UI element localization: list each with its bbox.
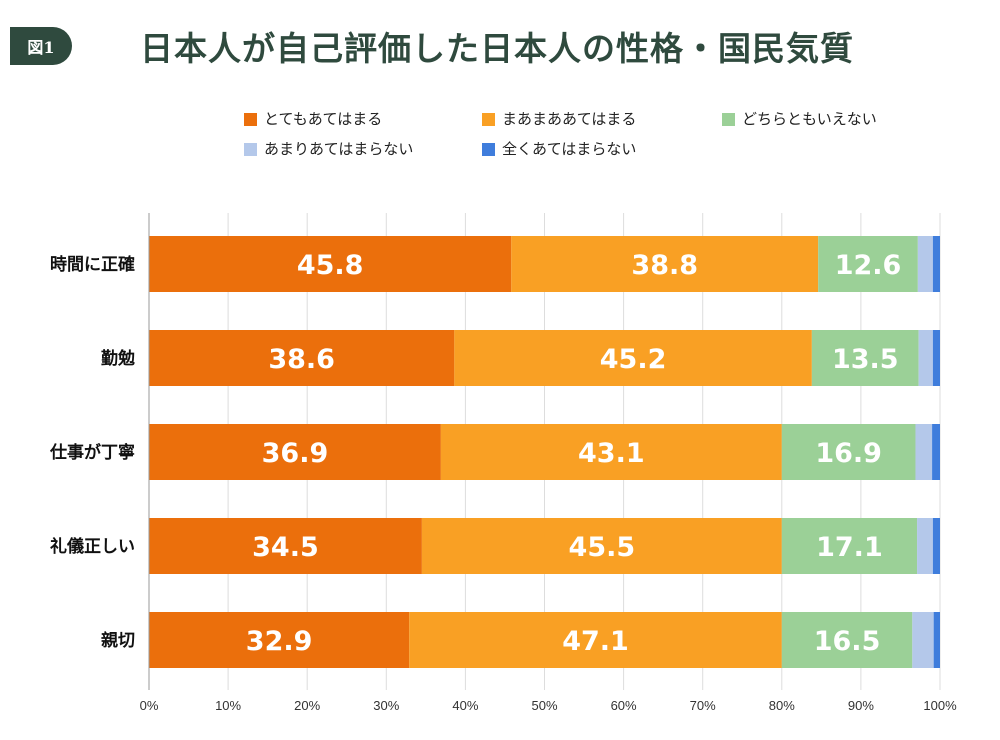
x-tick-label: 80% bbox=[769, 698, 795, 713]
figure-badge: 図1 bbox=[10, 27, 72, 65]
legend-label: とてもあてはまる bbox=[264, 110, 382, 128]
x-tick-label: 50% bbox=[531, 698, 557, 713]
bar-segment bbox=[409, 612, 782, 668]
category-label: 仕事が丁寧 bbox=[49, 442, 135, 463]
x-tick-label: 60% bbox=[611, 698, 637, 713]
bar-segment bbox=[149, 518, 422, 574]
bar-segment bbox=[933, 612, 940, 668]
data-label: 45.5 bbox=[569, 532, 636, 563]
data-label: 43.1 bbox=[578, 438, 645, 469]
legend-swatch bbox=[244, 113, 257, 126]
category-label: 礼儀正しい bbox=[50, 536, 135, 557]
x-tick-label: 70% bbox=[690, 698, 716, 713]
bar-segment bbox=[149, 236, 512, 292]
bar-segment bbox=[932, 330, 940, 386]
x-tick-label: 100% bbox=[923, 698, 957, 713]
data-label: 13.5 bbox=[832, 344, 899, 375]
bar-segment bbox=[932, 236, 940, 292]
x-tick-label: 40% bbox=[452, 698, 478, 713]
data-label: 45.8 bbox=[297, 250, 364, 281]
data-label: 17.1 bbox=[816, 532, 883, 563]
bar-segment bbox=[917, 236, 933, 292]
bar-segment bbox=[781, 612, 913, 668]
bar-segment bbox=[811, 330, 919, 386]
bar-segment bbox=[454, 330, 812, 386]
bar-segment bbox=[932, 424, 940, 480]
data-label: 47.1 bbox=[562, 626, 629, 657]
bar-segment bbox=[915, 424, 933, 480]
legend-swatch bbox=[722, 113, 735, 126]
legend-label: 全くあてはまらない bbox=[502, 140, 636, 158]
legend-swatch bbox=[482, 113, 495, 126]
data-label: 36.9 bbox=[262, 438, 329, 469]
bar-segment bbox=[912, 612, 934, 668]
bar-segment bbox=[149, 424, 441, 480]
data-label: 16.5 bbox=[814, 626, 881, 657]
data-label: 16.9 bbox=[815, 438, 882, 469]
data-label: 38.6 bbox=[268, 344, 335, 375]
bar-segment bbox=[917, 518, 933, 574]
x-tick-label: 90% bbox=[848, 698, 874, 713]
x-tick-label: 20% bbox=[294, 698, 320, 713]
data-label: 38.8 bbox=[631, 250, 698, 281]
x-tick-label: 0% bbox=[140, 698, 159, 713]
legend-label: まあまああてはまる bbox=[502, 110, 636, 128]
chart-title: 日本人が自己評価した日本人の性格・国民気質 bbox=[140, 29, 854, 68]
bar-segment bbox=[440, 424, 782, 480]
category-label: 時間に正確 bbox=[50, 254, 135, 275]
category-label: 親切 bbox=[101, 630, 135, 651]
legend-swatch bbox=[244, 143, 257, 156]
bar-segment bbox=[932, 518, 940, 574]
bar-segment bbox=[511, 236, 819, 292]
bar-segment bbox=[149, 330, 455, 386]
bar-segment bbox=[781, 424, 916, 480]
bar-segment bbox=[149, 612, 410, 668]
x-tick-label: 10% bbox=[215, 698, 241, 713]
data-label: 34.5 bbox=[252, 532, 319, 563]
data-label: 12.6 bbox=[835, 250, 902, 281]
legend-swatch bbox=[482, 143, 495, 156]
legend-label: あまりあてはまらない bbox=[264, 140, 413, 158]
bar-segment bbox=[421, 518, 782, 574]
category-label: 勤勉 bbox=[101, 348, 135, 369]
data-label: 45.2 bbox=[600, 344, 667, 375]
legend-label: どちらともいえない bbox=[742, 110, 877, 128]
x-tick-label: 30% bbox=[373, 698, 399, 713]
bar-segment bbox=[781, 518, 918, 574]
bar-segment bbox=[918, 330, 933, 386]
bar-segment bbox=[818, 236, 918, 292]
data-label: 32.9 bbox=[246, 626, 313, 657]
